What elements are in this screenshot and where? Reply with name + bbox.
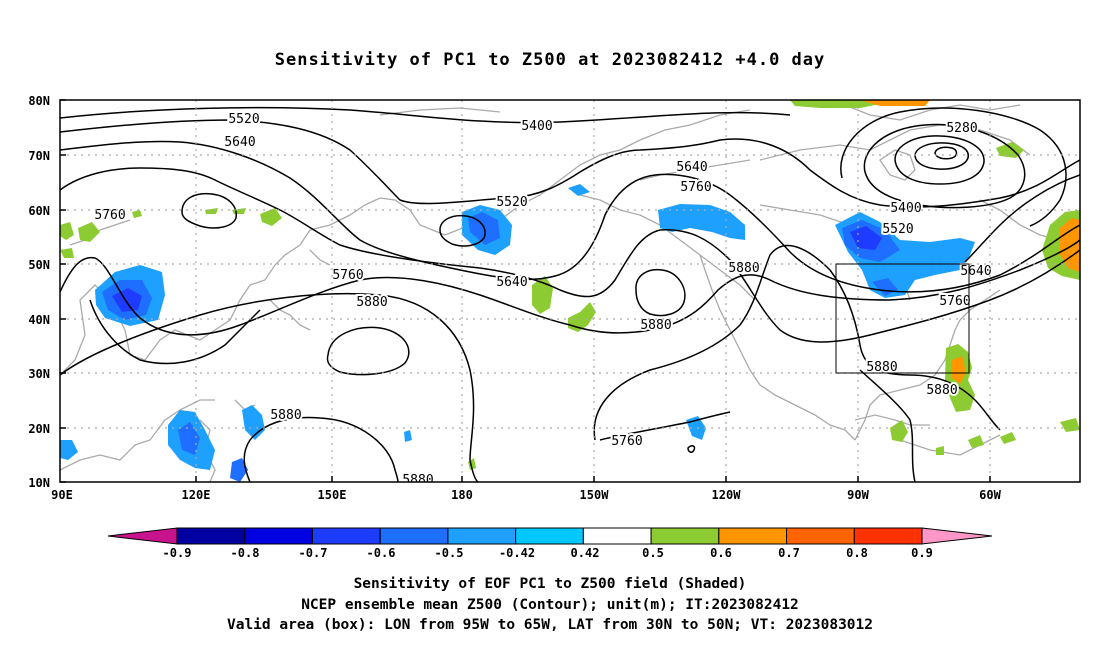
colorbar-segment [650, 527, 720, 545]
colorbar-segment [718, 527, 788, 545]
lat-label: 80N [28, 94, 50, 108]
lat-label: 60N [28, 204, 50, 218]
lon-label: 180 [451, 488, 473, 502]
contour-label: 5880 [270, 408, 301, 423]
latitude-labels: 80N 70N 60N 50N 40N 30N 20N 10N [28, 94, 50, 490]
colorbar-segment [515, 527, 584, 545]
colorbar-label: -0.5 [435, 546, 464, 560]
contour-label: 5880 [728, 261, 759, 276]
contour-label: 5640 [224, 135, 255, 150]
contour-label: 5520 [228, 112, 259, 127]
colorbar-segment [311, 527, 381, 545]
contour-label: 5880 [640, 318, 671, 333]
contour-label: 5640 [496, 275, 527, 290]
contour-label: 5760 [332, 268, 363, 283]
contour-label: 5760 [611, 434, 642, 449]
colorbar-labels: -0.9 -0.8 -0.7 -0.6 -0.5 -0.42 0.42 0.5 … [163, 546, 933, 560]
longitude-labels: 90E 120E 150E 180 150W 120W 90W 60W [51, 488, 1001, 502]
lon-label: 150E [318, 488, 347, 502]
colorbar-segment [447, 527, 517, 545]
contour-label: 5880 [402, 473, 433, 488]
lon-label: 150W [580, 488, 610, 502]
lat-label: 40N [28, 313, 50, 327]
colorbar-label: 0.6 [710, 546, 732, 560]
latitude-axis [60, 99, 66, 483]
lat-label: 20N [28, 422, 50, 436]
lon-label: 120W [712, 488, 742, 502]
caption-block: Sensitivity of EOF PC1 to Z500 field (Sh… [0, 574, 1100, 636]
caption-shaded: Sensitivity of EOF PC1 to Z500 field (Sh… [353, 576, 747, 592]
contour-label: 5760 [939, 294, 970, 309]
colorbar-label: -0.7 [299, 546, 328, 560]
contour-label: 5520 [496, 195, 527, 210]
colorbar-segment [244, 527, 313, 545]
contour-label: 5880 [926, 383, 957, 398]
sensitivity-shading [60, 100, 1080, 482]
colorbar-segment [379, 527, 449, 545]
contour-label: 5400 [521, 119, 552, 134]
lat-label: 50N [28, 258, 50, 272]
colorbar-label: -0.9 [163, 546, 192, 560]
colorbar-above-triangle [921, 527, 993, 545]
map-title: Sensitivity of PC1 to Z500 at 2023082412… [274, 50, 826, 70]
contour-label: 5400 [890, 201, 921, 216]
lat-label: 30N [28, 367, 50, 381]
colorbar-below-triangle [107, 527, 178, 545]
contour-label: 5640 [676, 160, 707, 175]
contour-label: 5640 [960, 264, 991, 279]
contour-label: 5760 [680, 180, 711, 195]
contour-labels: 5520 5640 5400 5280 5760 5520 5640 5760 … [92, 110, 993, 488]
colorbar-label: -0.8 [231, 546, 260, 560]
caption-contour: NCEP ensemble mean Z500 (Contour); unit(… [301, 596, 799, 613]
lat-label: 10N [28, 476, 50, 490]
colorbar-segment [853, 527, 923, 545]
colorbar-segments [176, 527, 923, 545]
contour-label: 5880 [356, 295, 387, 310]
colorbar-segment [582, 527, 652, 545]
contour-label: 5760 [94, 208, 125, 223]
lat-label: 70N [28, 149, 50, 163]
colorbar-label: 0.8 [846, 546, 868, 560]
colorbar-label: 0.42 [571, 546, 600, 560]
contour-label: 5520 [882, 222, 913, 237]
colorbar: -0.9 -0.8 -0.7 -0.6 -0.5 -0.42 0.42 0.5 … [107, 527, 993, 560]
colorbar-label: -0.42 [499, 546, 535, 560]
z500-contours [60, 106, 1080, 482]
caption-valid-area: Valid area (box): LON from 95W to 65W, L… [226, 617, 873, 633]
colorbar-label: -0.6 [367, 546, 396, 560]
map-frame [59, 99, 1081, 483]
contour-label: 5280 [946, 121, 977, 136]
colorbar-segment [786, 527, 855, 545]
lon-label: 120E [182, 488, 211, 502]
lon-label: 90E [51, 488, 73, 502]
valid-area-box [835, 263, 970, 374]
longitude-axis [195, 476, 991, 482]
colorbar-label: 0.5 [642, 546, 664, 560]
lon-label: 60W [979, 488, 1001, 502]
negative-patch-canada [658, 204, 745, 240]
lon-label: 90W [847, 488, 869, 502]
colorbar-label: 0.7 [778, 546, 800, 560]
grid-lines [60, 100, 1080, 482]
positive-patch-pacific [532, 276, 553, 314]
colorbar-segment [176, 527, 246, 545]
colorbar-label: 0.9 [911, 546, 933, 560]
contour-label: 5880 [866, 360, 897, 375]
